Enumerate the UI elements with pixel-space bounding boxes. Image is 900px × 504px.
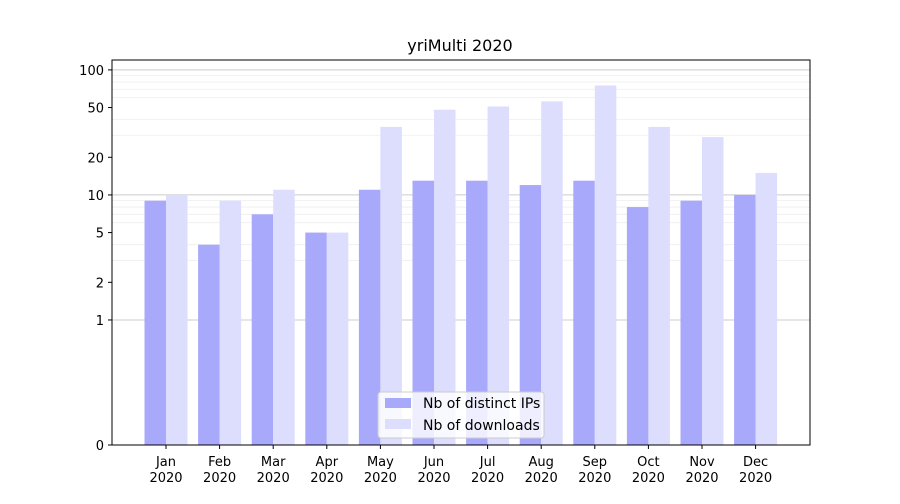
bar-downloads — [594, 85, 617, 445]
bar-distinct-ips — [144, 200, 166, 445]
bar-downloads — [434, 109, 456, 445]
x-tick-label: Jun 2020 — [417, 455, 450, 486]
x-tick-label: Apr 2020 — [310, 455, 343, 486]
x-tick-label: Oct 2020 — [632, 455, 665, 486]
legend-label-downloads: Nb of downloads — [423, 418, 540, 434]
bar-distinct-ips — [680, 200, 702, 445]
y-tick-label: 2 — [96, 276, 104, 291]
bar-distinct-ips — [519, 185, 542, 445]
bar-downloads — [380, 126, 402, 446]
x-tick-label: Jan 2020 — [149, 455, 182, 486]
x-tick-label: Sep 2020 — [578, 455, 611, 486]
bar-distinct-ips — [626, 207, 649, 445]
bar-distinct-ips — [358, 189, 381, 445]
bar-downloads — [702, 137, 724, 445]
bar-downloads — [326, 232, 349, 445]
x-tick-label: May 2020 — [364, 455, 397, 486]
x-tick-label: Aug 2020 — [525, 455, 558, 486]
legend-label-distinct-ips: Nb of distinct IPs — [423, 396, 540, 412]
chart-title: yriMulti 2020 — [407, 36, 512, 55]
bar-downloads — [273, 189, 295, 445]
bar-downloads — [648, 126, 670, 446]
bar-downloads — [541, 101, 563, 445]
y-tick-label: 0 — [96, 439, 104, 454]
bar-downloads — [755, 172, 778, 445]
bar-distinct-ips — [412, 180, 434, 445]
legend-frame — [377, 391, 545, 439]
bar-distinct-ips — [198, 244, 220, 445]
y-tick-label: 5 — [96, 227, 104, 242]
legend: Nb of distinct IPs Nb of downloads — [377, 391, 545, 439]
legend-swatch-downloads — [385, 419, 411, 429]
bar-distinct-ips — [734, 194, 756, 445]
plot-frame — [111, 59, 811, 446]
x-tick-label: Nov 2020 — [685, 455, 718, 486]
x-tick-label: Mar 2020 — [257, 455, 290, 486]
bar-distinct-ips — [251, 214, 274, 445]
y-tick-label: 10 — [87, 189, 104, 204]
bar-distinct-ips — [466, 180, 488, 445]
bar-distinct-ips — [573, 180, 595, 445]
bar-downloads — [219, 200, 242, 445]
x-tick-label: Feb 2020 — [203, 455, 236, 486]
axis-layer: 0 1 2 5 10 20 50 100 Jan 2020 Feb 2020 Mar 2020 Apr 202… — [79, 64, 772, 486]
y-tick-label: 20 — [87, 151, 104, 166]
legend-swatch-distinct-ips — [385, 398, 411, 408]
bar-downloads — [487, 106, 510, 445]
bar-downloads — [166, 194, 188, 445]
y-tick-label: 100 — [79, 64, 104, 79]
x-tick-label: Dec 2020 — [739, 455, 772, 486]
x-tick-label: Jul 2020 — [471, 455, 504, 486]
y-tick-label: 50 — [87, 102, 104, 117]
bar-distinct-ips — [305, 232, 327, 445]
bars-layer — [144, 85, 778, 446]
y-tick-label: 1 — [96, 314, 104, 329]
